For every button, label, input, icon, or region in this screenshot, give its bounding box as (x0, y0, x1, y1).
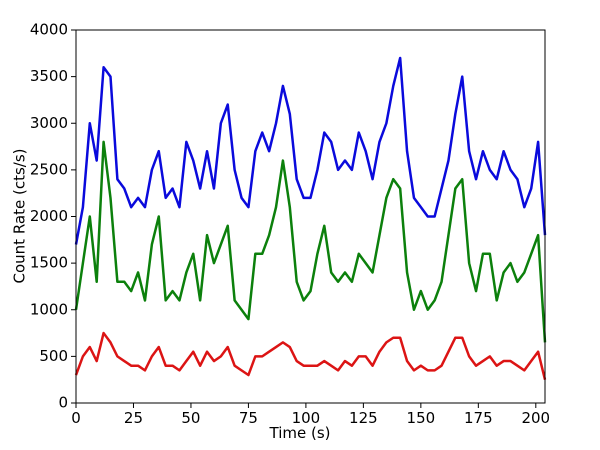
y-axis-label: Count Rate (cts/s) (11, 149, 29, 284)
y-tick-label: 4000 (30, 21, 68, 39)
x-tick-label: 75 (239, 409, 258, 427)
x-tick-label: 200 (521, 409, 550, 427)
y-tick-label: 500 (39, 347, 68, 365)
y-tick-label: 1000 (30, 300, 68, 318)
y-tick-label: 2500 (30, 160, 68, 178)
x-axis-label: Time (s) (269, 424, 331, 442)
y-tick-label: 1500 (30, 254, 68, 272)
x-tick-label: 125 (349, 409, 378, 427)
x-tick-label: 50 (181, 409, 200, 427)
y-tick-label: 3000 (30, 114, 68, 132)
y-tick-label: 3500 (30, 67, 68, 85)
x-tick-label: 175 (464, 409, 493, 427)
plot-frame (75, 29, 546, 404)
x-tick-label: 100 (292, 409, 321, 427)
series-line (74, 140, 547, 343)
x-tick-label: 25 (124, 409, 143, 427)
y-tick-label: 0 (58, 394, 68, 412)
y-tick-label: 2000 (30, 207, 68, 225)
series-line (74, 331, 547, 380)
x-tick-label: 0 (71, 409, 81, 427)
series-line (74, 56, 547, 245)
x-tick-label: 150 (407, 409, 436, 427)
